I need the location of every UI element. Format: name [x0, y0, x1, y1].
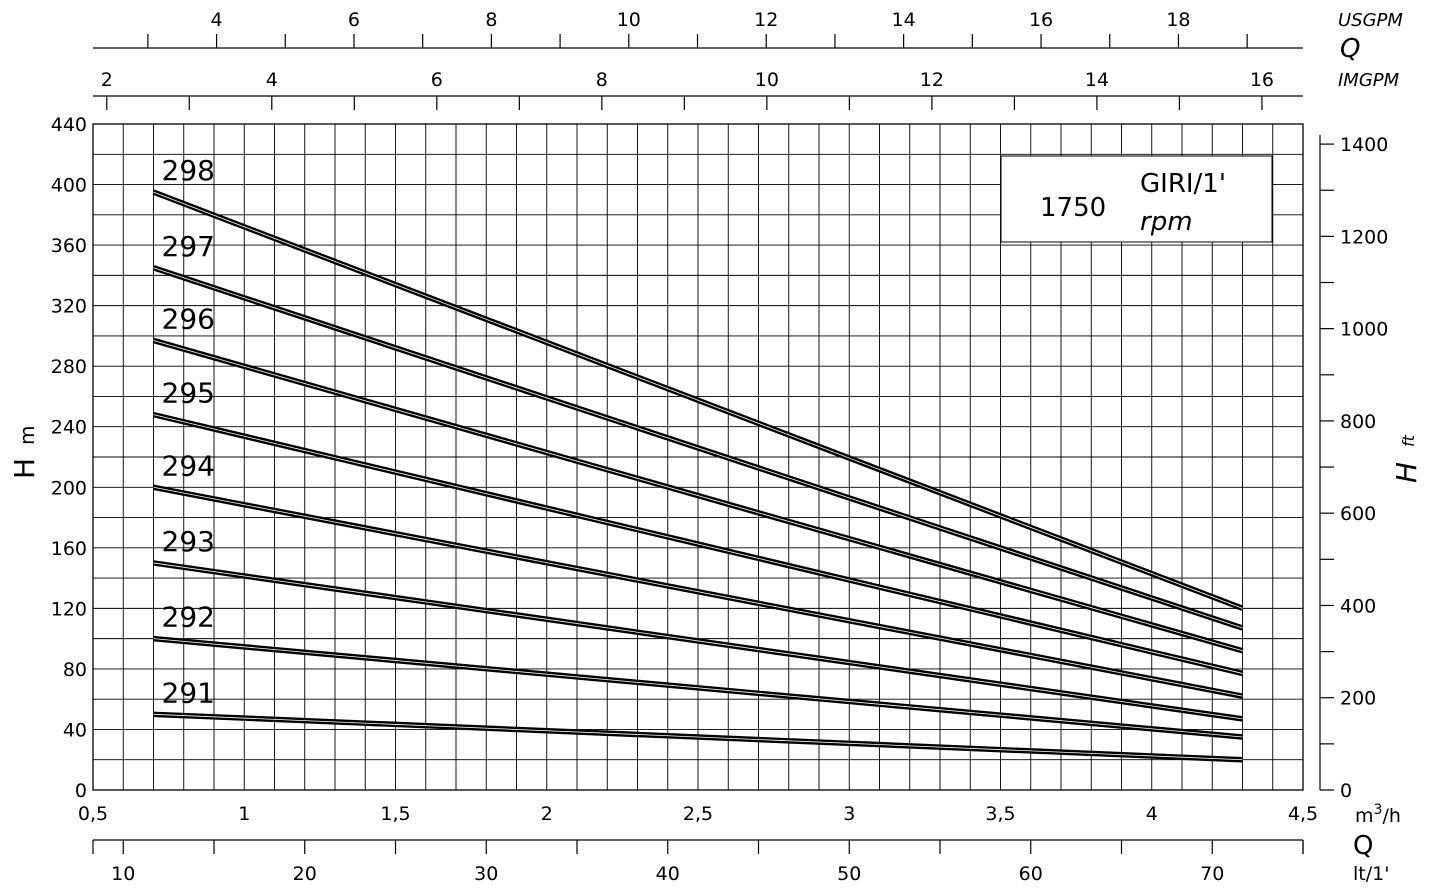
usgpm-tick-label: 4	[211, 9, 223, 31]
y2-axis-title: H ft	[1390, 434, 1423, 483]
curve-297-highlight	[153, 267, 1243, 629]
y-tick-label: 320	[51, 296, 87, 318]
y-tick-label: 240	[51, 417, 87, 439]
imgpm-tick-label: 4	[266, 69, 278, 91]
curve-label-292: 292	[162, 601, 215, 634]
lt-tick-label: 10	[111, 863, 135, 885]
usgpm-tick-label: 8	[485, 9, 497, 31]
imgpm-tick-label: 2	[101, 69, 113, 91]
lt-tick-label: 50	[837, 863, 861, 885]
y-tick-label: 40	[63, 719, 87, 741]
x-tick-label: 3	[843, 803, 855, 825]
ft-tick-label: 1200	[1340, 226, 1388, 248]
usgpm-tick-label: 12	[754, 9, 778, 31]
usgpm-tick-label: 14	[892, 9, 916, 31]
y-tick-label: 280	[51, 356, 87, 378]
y-axis-unit: m	[15, 426, 39, 445]
usgpm-tick-label: 18	[1166, 9, 1190, 31]
x-tick-label: 0,5	[78, 803, 108, 825]
speed-box: 1750 GIRI/1' rpm	[1000, 155, 1273, 243]
y2-axis-unit: ft	[1399, 434, 1418, 447]
imgpm-tick-label: 16	[1250, 69, 1274, 91]
curve-label-293: 293	[162, 525, 215, 558]
usgpm-tick-label: 10	[617, 9, 641, 31]
curve-label-298: 298	[162, 154, 215, 187]
y-axis-title: H m	[8, 426, 41, 479]
ft-tick-label: 800	[1340, 411, 1376, 433]
ft-tick-label: 1400	[1340, 134, 1388, 156]
x-tick-label: 2	[541, 803, 553, 825]
curve-293-highlight	[153, 562, 1243, 720]
x-axis-unit: m3/h	[1355, 802, 1401, 827]
lt-tick-label: 30	[474, 863, 498, 885]
ft-tick-label: 600	[1340, 503, 1376, 525]
usgpm-tick-label: 16	[1029, 9, 1053, 31]
curve-label-296: 296	[162, 302, 215, 335]
y-axis-symbol: H	[8, 458, 41, 479]
ft-tick-label: 0	[1340, 780, 1352, 802]
lt-tick-label: 70	[1200, 863, 1224, 885]
imgpm-tick-label: 8	[596, 69, 608, 91]
x-tick-label: 1,5	[380, 803, 410, 825]
speed-value: 1750	[1040, 193, 1106, 223]
x-axis-symbol: Q	[1353, 831, 1373, 861]
y-tick-label: 160	[51, 538, 87, 560]
usgpm-unit: USGPM	[1338, 10, 1403, 31]
x-tick-label: 4,5	[1288, 803, 1318, 825]
usgpm-symbol: Q	[1340, 34, 1360, 64]
lt-tick-label: 60	[1019, 863, 1043, 885]
lt-tick-label: 40	[656, 863, 680, 885]
plot-grid	[93, 124, 1303, 790]
ft-tick-label: 1000	[1340, 319, 1388, 341]
curve-292-highlight	[153, 638, 1243, 738]
imgpm-unit: IMGPM	[1338, 70, 1400, 91]
y2-axis-symbol: H	[1390, 462, 1423, 483]
curve-label-295: 295	[162, 377, 215, 410]
curve-291-highlight	[153, 713, 1243, 761]
curve-label-294: 294	[162, 449, 215, 482]
curve-294-highlight	[153, 486, 1243, 697]
curve-298-highlight	[153, 191, 1243, 609]
usgpm-tick-label: 6	[348, 9, 360, 31]
x-tick-label: 4	[1146, 803, 1158, 825]
x-tick-label: 3,5	[985, 803, 1015, 825]
y-tick-label: 80	[63, 659, 87, 681]
curves-layer: 291 292 293 294 295 296 297 298	[152, 154, 1244, 763]
curve-label-297: 297	[162, 230, 215, 263]
x-tick-label: 1	[238, 803, 250, 825]
speed-unit-bottom: rpm	[1140, 207, 1193, 237]
curve-295-highlight	[153, 414, 1243, 674]
x-tick-label: 2,5	[683, 803, 713, 825]
y-tick-label: 400	[51, 175, 87, 197]
imgpm-tick-label: 6	[431, 69, 443, 91]
imgpm-tick-label: 10	[755, 69, 779, 91]
imgpm-tick-label: 14	[1085, 69, 1109, 91]
y-tick-label: 200	[51, 477, 87, 499]
y-tick-label: 120	[51, 598, 87, 620]
y-tick-label: 440	[51, 114, 87, 136]
lt-tick-label: 20	[293, 863, 317, 885]
ft-tick-label: 200	[1340, 688, 1376, 710]
lt-axis-unit: lt/1'	[1353, 863, 1389, 885]
speed-unit-top: GIRI/1'	[1140, 169, 1226, 199]
y-tick-label: 0	[75, 780, 87, 802]
imgpm-tick-label: 12	[920, 69, 944, 91]
y-tick-label: 360	[51, 235, 87, 257]
plot-frame	[92, 123, 1304, 791]
ft-tick-label: 400	[1340, 595, 1376, 617]
curve-label-291: 291	[162, 676, 215, 709]
curve-296-highlight	[153, 340, 1243, 652]
